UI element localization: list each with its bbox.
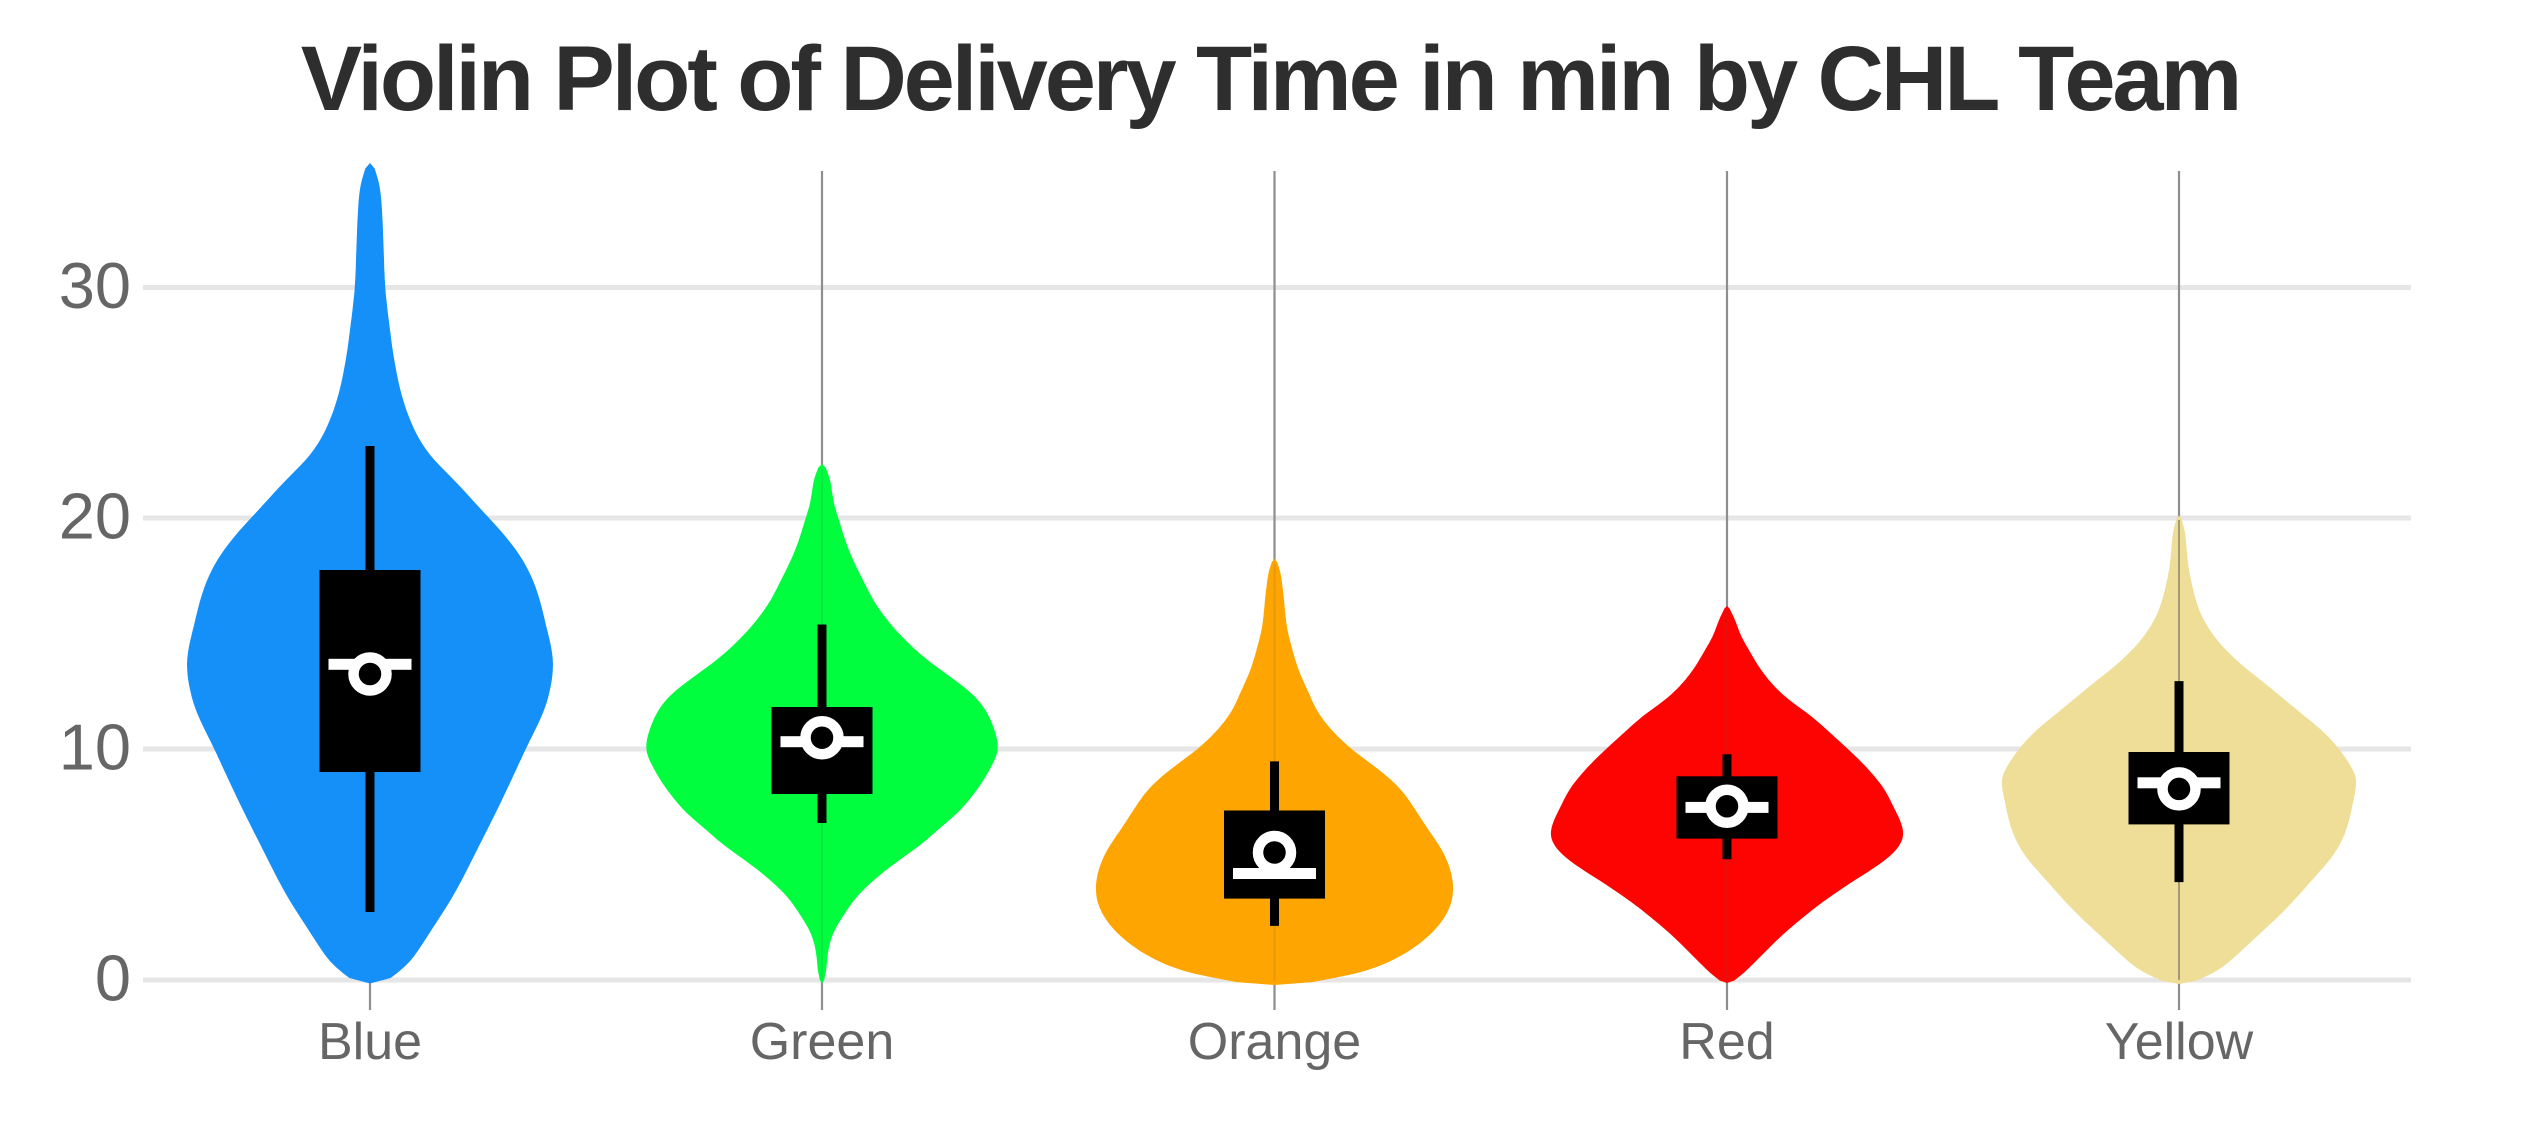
svg-text:Green: Green — [750, 1013, 895, 1071]
svg-text:Red: Red — [1679, 1013, 1774, 1071]
svg-text:Orange: Orange — [1188, 1013, 1361, 1071]
svg-text:Yellow: Yellow — [2105, 1013, 2254, 1071]
svg-text:20: 20 — [59, 480, 131, 553]
svg-text:30: 30 — [59, 249, 131, 322]
svg-text:10: 10 — [59, 711, 131, 784]
svg-text:Violin Plot of Delivery Time i: Violin Plot of Delivery Time in min by C… — [301, 28, 2239, 130]
svg-text:Blue: Blue — [318, 1013, 422, 1071]
svg-text:0: 0 — [95, 942, 131, 1015]
